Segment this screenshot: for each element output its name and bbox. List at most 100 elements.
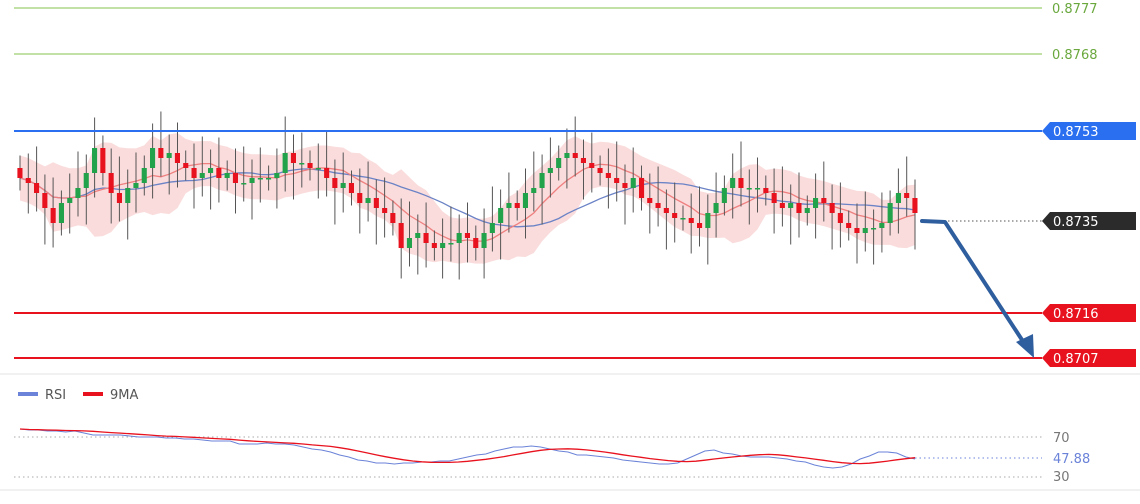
candle-86 (730, 153, 736, 219)
candle-5 (58, 190, 64, 236)
candle-71 (605, 148, 611, 209)
candle-body (216, 168, 222, 178)
forecast-arrowhead (1016, 334, 1034, 358)
candle-body (697, 223, 703, 228)
candle-19 (174, 122, 180, 188)
candle-42 (365, 161, 371, 222)
candle-body (25, 178, 31, 183)
candle-46 (398, 198, 404, 279)
candle-body (150, 148, 156, 168)
candle-body (406, 238, 412, 248)
candle-20 (183, 150, 189, 181)
candle-64 (547, 137, 553, 198)
current-price-tag: 0.8735 (1042, 212, 1136, 230)
candle-body (208, 168, 214, 173)
ma9-legend-label: 9MA (110, 388, 138, 403)
candle-body (597, 168, 603, 173)
current-price-label: 0.8735 (1053, 215, 1099, 230)
candle-body (522, 193, 528, 208)
candle-12 (116, 156, 122, 222)
candle-body (837, 213, 843, 223)
candle-body (713, 203, 719, 213)
rsi-line (19, 428, 916, 469)
candle-22 (199, 136, 205, 197)
candle-80 (680, 205, 686, 231)
candle-18 (166, 134, 172, 195)
candle-body (846, 223, 852, 228)
candle-body (174, 153, 180, 163)
candle-body (680, 218, 686, 220)
candle-body (133, 183, 139, 188)
candle-body (17, 168, 23, 178)
candle-body (92, 148, 98, 173)
candle-77 (655, 166, 661, 227)
candle-body (232, 173, 238, 183)
candle-61 (522, 168, 528, 239)
candle-body (158, 148, 164, 158)
candle-45 (390, 200, 396, 236)
candle-59 (506, 172, 512, 233)
candle-43 (373, 179, 379, 245)
resistance-price-tag: 0.8753 (1042, 122, 1136, 140)
support-1-price-tag: 0.8716 (1042, 304, 1136, 322)
candle-body (315, 168, 321, 170)
y-tick-label-1: 0.8768 (1052, 48, 1098, 63)
candle-body (895, 193, 901, 203)
candle-body (100, 148, 106, 173)
candle-23 (208, 149, 214, 210)
candle-body (489, 223, 495, 233)
candle-65 (556, 145, 562, 181)
candle-79 (672, 182, 678, 243)
candle-body (672, 213, 678, 218)
candle-body (481, 233, 487, 248)
candle-body (771, 193, 777, 203)
candle-37 (324, 131, 330, 197)
candle-body (614, 178, 620, 183)
candle-body (647, 198, 653, 203)
candle-body (290, 153, 296, 163)
candle-108 (912, 179, 918, 250)
candle-body (655, 203, 661, 208)
candle-body (191, 168, 197, 178)
candle-54 (464, 202, 470, 263)
candle-41 (357, 168, 363, 234)
candle-35 (307, 150, 313, 181)
candle-76 (647, 173, 653, 234)
candle-44 (382, 177, 388, 238)
candle-21 (191, 143, 197, 209)
candle-body (83, 173, 89, 188)
candle-body (804, 208, 810, 213)
candle-106 (895, 168, 901, 234)
candle-body (514, 203, 520, 208)
candle-body (547, 168, 553, 173)
candle-body (166, 153, 172, 158)
candle-34 (299, 132, 305, 188)
candle-body (904, 193, 910, 198)
candle-47 (406, 201, 412, 267)
candle-90 (763, 175, 769, 206)
candle-88 (746, 169, 752, 225)
candle-78 (663, 189, 669, 250)
candle-body (266, 178, 272, 180)
candle-72 (614, 141, 620, 202)
candle-body (639, 178, 645, 198)
candle-33 (290, 134, 296, 200)
candle-body (755, 188, 761, 190)
candle-36 (315, 143, 321, 199)
candle-body (390, 213, 396, 223)
candle-body (829, 203, 835, 213)
candle-body (705, 213, 711, 228)
candle-75 (639, 165, 645, 211)
candle-body (357, 193, 363, 203)
candle-105 (887, 190, 893, 236)
rsi-legend-label: RSI (45, 388, 66, 403)
candle-body (721, 188, 727, 203)
candle-92 (779, 166, 785, 227)
candle-8 (83, 154, 89, 225)
candle-body (813, 198, 819, 208)
rsi-level-30-label: 30 (1053, 470, 1070, 485)
candle-body (340, 183, 346, 188)
candle-55 (473, 225, 479, 261)
rsi-lines (19, 428, 916, 469)
